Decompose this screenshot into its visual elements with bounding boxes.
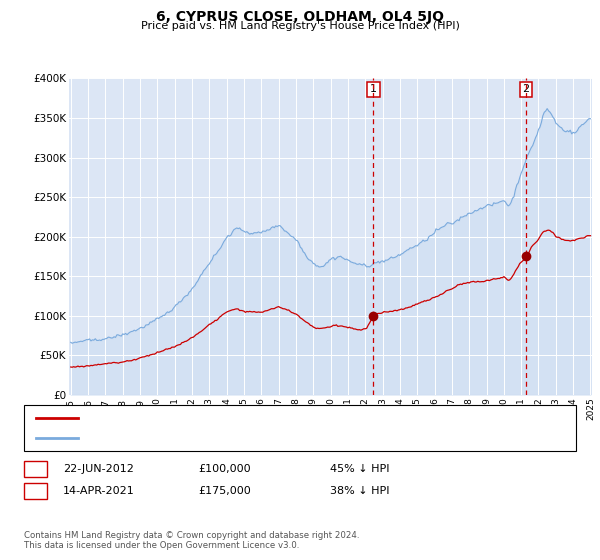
Text: 14-APR-2021: 14-APR-2021 (63, 486, 135, 496)
Text: 1: 1 (32, 464, 39, 474)
Text: 1: 1 (370, 85, 377, 95)
Text: 2: 2 (32, 486, 39, 496)
Text: 2: 2 (523, 85, 530, 95)
Text: Contains HM Land Registry data © Crown copyright and database right 2024.
This d: Contains HM Land Registry data © Crown c… (24, 531, 359, 550)
Text: 38% ↓ HPI: 38% ↓ HPI (330, 486, 389, 496)
Text: £100,000: £100,000 (198, 464, 251, 474)
Text: 6, CYPRUS CLOSE, OLDHAM, OL4 5JQ: 6, CYPRUS CLOSE, OLDHAM, OL4 5JQ (156, 10, 444, 24)
Text: HPI: Average price, detached house, Oldham: HPI: Average price, detached house, Oldh… (87, 433, 321, 443)
Text: £175,000: £175,000 (198, 486, 251, 496)
Text: 22-JUN-2012: 22-JUN-2012 (63, 464, 134, 474)
Text: 6, CYPRUS CLOSE, OLDHAM, OL4 5JQ (detached house): 6, CYPRUS CLOSE, OLDHAM, OL4 5JQ (detach… (87, 413, 374, 423)
Text: Price paid vs. HM Land Registry's House Price Index (HPI): Price paid vs. HM Land Registry's House … (140, 21, 460, 31)
Text: 45% ↓ HPI: 45% ↓ HPI (330, 464, 389, 474)
